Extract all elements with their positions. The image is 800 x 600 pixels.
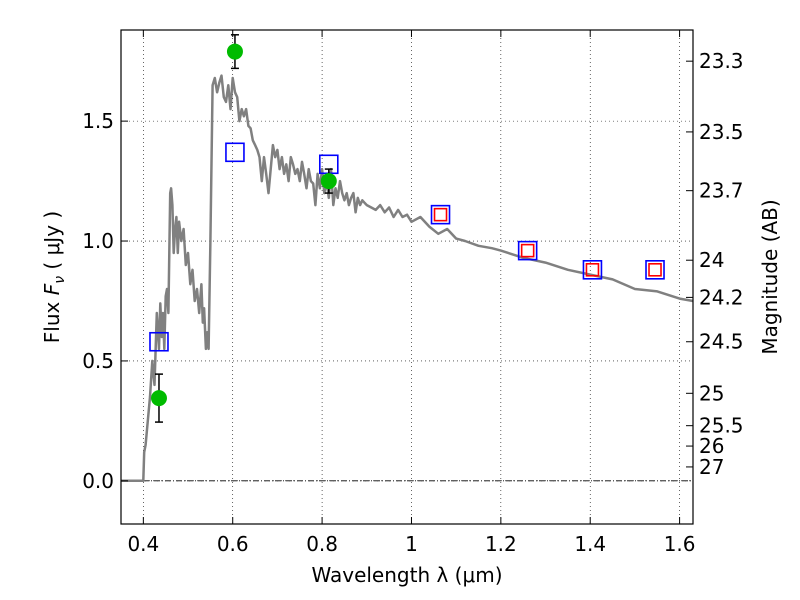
observed-photometry-square	[520, 243, 535, 258]
y-tick-label: 0.5	[82, 349, 114, 373]
y-tick-label: 0.0	[82, 469, 114, 493]
y-axis-title-symbol: F	[40, 283, 64, 295]
right-tick-label: 27	[699, 455, 724, 479]
y-axis-title: Flux Fν ( μJy )	[40, 211, 68, 343]
right-tick-label: 24.2	[699, 285, 744, 309]
x-axis-title: Wavelength λ (μm)	[311, 563, 502, 587]
y-axis-title-subscript: ν	[52, 276, 68, 284]
plot-frame	[120, 29, 694, 525]
measured-flux-point	[226, 43, 243, 60]
y-tick-label: 1.0	[82, 229, 114, 253]
model-photometry-square	[430, 204, 451, 225]
right-tick-label: 26	[699, 434, 724, 458]
observed-photometry-square	[433, 207, 448, 222]
right-tick-label: 25	[699, 381, 724, 405]
x-tick-label: 1.2	[485, 532, 517, 556]
x-tick-label: 1.4	[574, 532, 606, 556]
y-tick-label: 1.5	[82, 109, 114, 133]
sed-model-line	[121, 74, 694, 483]
y-axis-title-prefix: Flux	[40, 295, 64, 343]
x-tick-label: 0.6	[217, 532, 249, 556]
model-photometry-square	[225, 142, 245, 163]
right-axis-title: Magnitude (AB)	[758, 199, 782, 354]
x-tick-label: 0.4	[127, 532, 159, 556]
axis-layer: 0.4 0.6 0.8 1 1.2 1.4 1.6 0.0 0.5 1.0 1.5 23.3 23.5 2…	[82, 30, 744, 556]
model-photometry-square	[582, 260, 603, 280]
right-tick-label: 23.3	[699, 49, 744, 73]
observed-photometry-square	[648, 263, 662, 277]
right-tick-label: 25.5	[699, 414, 744, 438]
observed-photometry-square	[585, 263, 600, 277]
right-tick-label: 23.5	[699, 120, 744, 144]
model-photometry-square	[517, 240, 538, 261]
model-photometry-square	[149, 331, 169, 352]
measured-flux-point	[150, 390, 167, 407]
x-tick-label: 1.6	[664, 532, 696, 556]
right-tick-label: 24	[699, 248, 724, 272]
measured-flux-point	[320, 173, 337, 190]
right-tick-label: 23.7	[699, 179, 744, 203]
model-photometry-square	[645, 260, 665, 280]
x-tick-label: 1	[405, 532, 418, 556]
x-tick-label: 0.8	[306, 532, 338, 556]
y-axis-title-suffix: ( μJy )	[40, 211, 64, 276]
right-tick-label: 24.5	[699, 330, 744, 354]
series-layer	[121, 34, 694, 483]
